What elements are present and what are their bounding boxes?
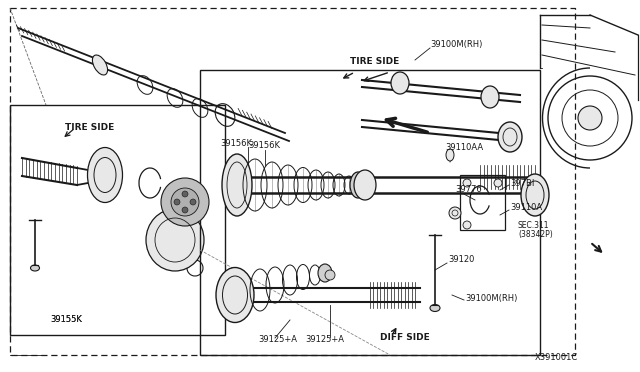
Ellipse shape [31, 265, 40, 271]
Ellipse shape [430, 305, 440, 311]
Circle shape [463, 221, 471, 229]
Text: 39776: 39776 [455, 186, 482, 195]
Text: 39100M(RH): 39100M(RH) [430, 41, 483, 49]
Ellipse shape [521, 174, 549, 216]
Text: 39155K: 39155K [50, 315, 82, 324]
Text: 39110A: 39110A [510, 202, 542, 212]
Text: 39155K: 39155K [50, 315, 82, 324]
Text: 39156K: 39156K [220, 138, 252, 148]
Text: 397BI: 397BI [510, 179, 534, 187]
Text: X391001C: X391001C [535, 353, 579, 362]
Text: 39125+A: 39125+A [305, 336, 344, 344]
Ellipse shape [222, 154, 252, 216]
Ellipse shape [446, 149, 454, 161]
Ellipse shape [92, 55, 108, 75]
Bar [10, 105, 225, 335]
Text: 39110AA: 39110AA [445, 144, 483, 153]
Circle shape [190, 199, 196, 205]
Text: SEC.311: SEC.311 [518, 221, 550, 230]
Text: TIRE SIDE: TIRE SIDE [65, 122, 115, 131]
Text: TIRE SIDE: TIRE SIDE [350, 58, 399, 67]
Text: (38342P): (38342P) [518, 231, 553, 240]
Ellipse shape [350, 172, 366, 198]
Ellipse shape [146, 209, 204, 271]
Circle shape [182, 207, 188, 213]
Circle shape [182, 191, 188, 197]
Ellipse shape [88, 148, 122, 202]
Circle shape [494, 179, 502, 187]
Circle shape [449, 207, 461, 219]
Ellipse shape [481, 86, 499, 108]
Ellipse shape [216, 267, 254, 323]
Text: 39156K: 39156K [248, 141, 280, 150]
Circle shape [325, 270, 335, 280]
Circle shape [174, 199, 180, 205]
Bar [460, 175, 505, 230]
Text: 39120: 39120 [448, 256, 474, 264]
Ellipse shape [498, 122, 522, 152]
Circle shape [578, 106, 602, 130]
Circle shape [171, 188, 199, 216]
Circle shape [161, 178, 209, 226]
Text: 39100M(RH): 39100M(RH) [465, 294, 517, 302]
Circle shape [463, 179, 471, 187]
Bar [200, 70, 540, 355]
Text: DIFF SIDE: DIFF SIDE [380, 334, 429, 343]
Ellipse shape [354, 170, 376, 200]
Text: 39125+A: 39125+A [258, 336, 297, 344]
Ellipse shape [391, 72, 409, 94]
Ellipse shape [318, 264, 332, 282]
